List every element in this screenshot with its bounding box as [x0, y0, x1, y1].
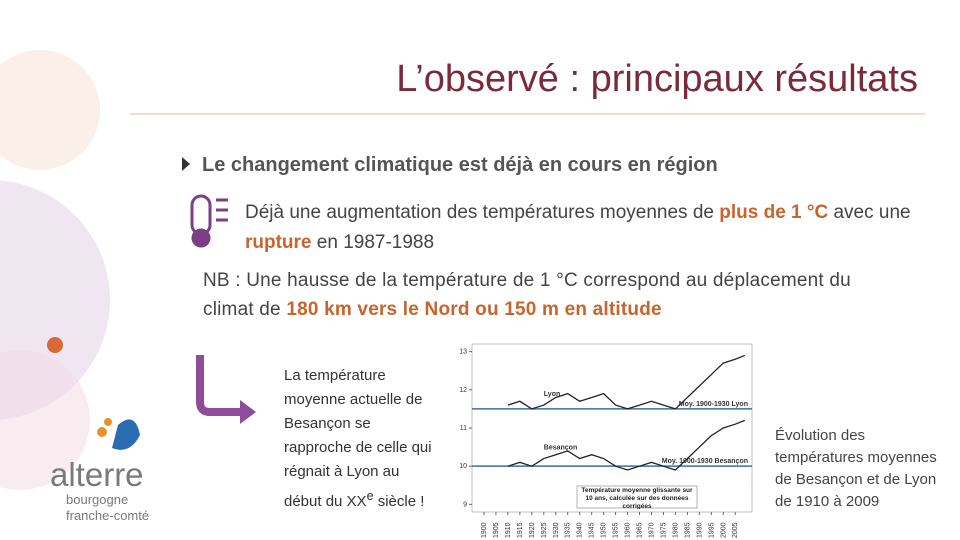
- x-tick-label: 1965: [637, 522, 644, 538]
- x-tick-label: 1925: [541, 522, 548, 538]
- x-tick-label: 1985: [684, 522, 691, 538]
- text-run: 180 km vers le Nord ou 150 m en altitude: [286, 299, 662, 320]
- y-tick-label: 9: [463, 501, 467, 508]
- series-line: [507, 354, 746, 410]
- x-tick-label: 1935: [565, 522, 572, 538]
- text-run: plus de 1 °C: [719, 202, 829, 223]
- note-box: [576, 485, 698, 509]
- bullet: Le changement climatique est déjà en cou…: [202, 154, 718, 176]
- x-tick-label: 1960: [625, 522, 632, 538]
- x-tick-label: 1945: [589, 522, 596, 538]
- x-tick-label: 1920: [529, 522, 536, 538]
- figure: 9 10 11 12 13 1900 1905 1910 1915 1920 1925 1930 193…: [459, 343, 753, 538]
- reference-label: Moy. 1900-1930 Besançon: [662, 458, 748, 465]
- text-run: Déjà une augmentation des températures m…: [245, 202, 720, 223]
- x-tick-label: 1900: [481, 522, 488, 538]
- x-tick-label: 1970: [648, 522, 655, 538]
- series-label: Lyon: [544, 391, 560, 398]
- y-tick-label: 11: [460, 425, 467, 432]
- x-tick-label: 2000: [720, 522, 727, 538]
- caption: Évolution des températures moyennes de B…: [775, 427, 937, 510]
- x-tick-label: 1995: [708, 522, 715, 538]
- y-tick-label: 12: [459, 387, 467, 394]
- text-run: rupture: [245, 232, 312, 253]
- reference-label: Moy. 1900-1930 Lyon: [679, 401, 748, 408]
- text-run: en 1987-1988: [311, 232, 435, 253]
- logo-region: franche-comté: [66, 508, 150, 523]
- callout-sup: e: [366, 489, 374, 503]
- x-tick-label: 1910: [505, 522, 512, 538]
- callout-text: La température moyenne actuelle de Besan…: [284, 367, 432, 510]
- logo-region: bourgogne: [66, 492, 129, 507]
- x-tick-label: 1950: [601, 522, 608, 538]
- note-wrap: Température moyenne glissante sur 10 ans…: [581, 487, 693, 509]
- x-tick-label: 1975: [660, 522, 667, 538]
- x-tick-label: 2005: [732, 522, 739, 538]
- callout-end: siècle !: [373, 493, 425, 510]
- x-tick-label: 1980: [672, 522, 679, 538]
- text-run: avec une: [828, 202, 911, 223]
- title: L’observé : principaux résultats: [396, 58, 918, 100]
- series-line: [507, 419, 746, 471]
- logo-name: alterre: [50, 456, 144, 493]
- text-run: NB : Une hausse de la température de 1 °…: [203, 270, 851, 320]
- x-tick-label: 1930: [553, 522, 560, 538]
- callout: La température moyenne actuelle de Besan…: [284, 364, 434, 514]
- note: NB : Une hausse de la température de 1 °…: [203, 266, 873, 324]
- x-tick-label: 1990: [696, 522, 703, 538]
- figure-note: Température moyenne glissante sur 10 ans…: [581, 487, 693, 509]
- x-tick-label: 1940: [577, 522, 584, 538]
- point: Déjà une augmentation des températures m…: [245, 198, 945, 258]
- y-tick-label: 13: [459, 349, 467, 356]
- series-label: Besançon: [544, 445, 577, 452]
- y-tick-label: 10: [459, 463, 467, 470]
- x-tick-label: 1905: [493, 522, 500, 538]
- x-tick-label: 1915: [517, 522, 524, 538]
- x-tick-label: 1955: [613, 522, 620, 538]
